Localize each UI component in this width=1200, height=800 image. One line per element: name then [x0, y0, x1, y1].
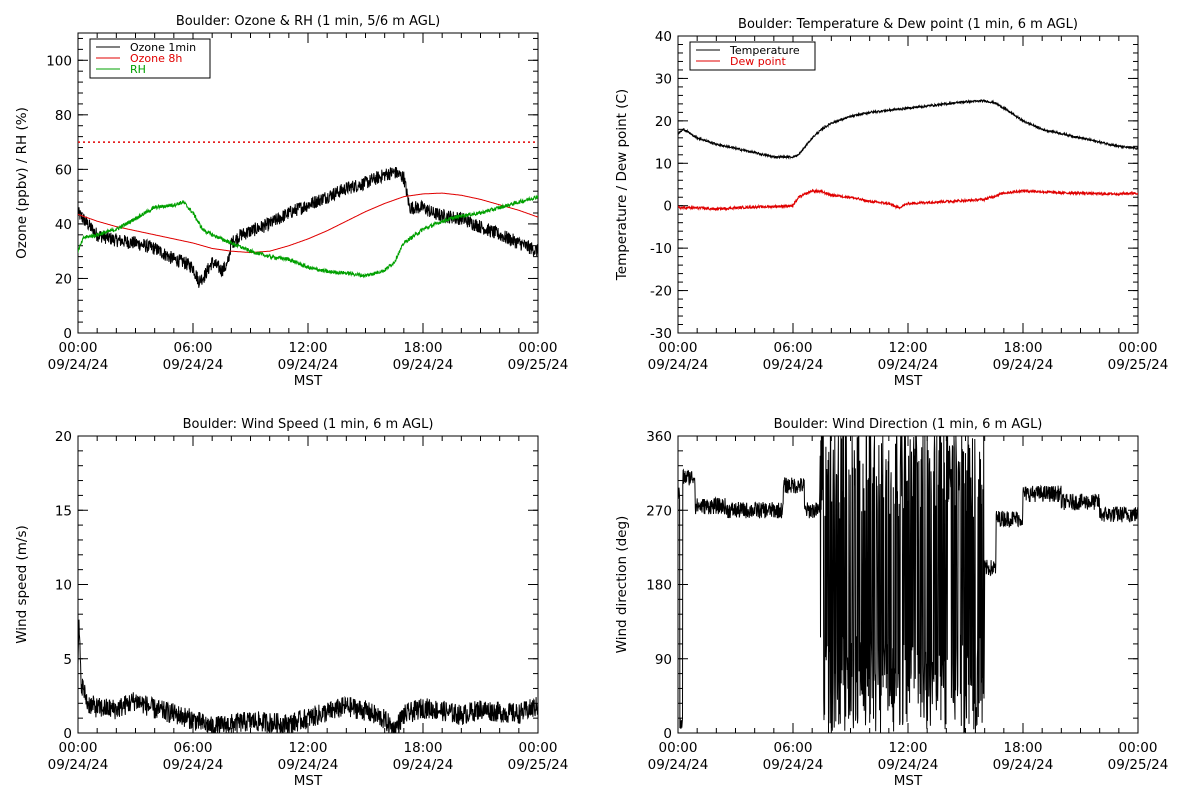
wind-speed-title: Boulder: Wind Speed (1 min, 6 m AGL): [183, 417, 434, 432]
temp-dew-ytick-label: -20: [650, 284, 672, 300]
temp-dew-xtick-date: 09/24/24: [993, 357, 1054, 373]
ozone-rh-xtick-label: 00:00: [59, 340, 98, 356]
wind-dir-xtick-date: 09/25/24: [1108, 757, 1169, 773]
temp-dew-ytick-label: 40: [655, 29, 672, 45]
wind-speed-xtick-date: 09/24/24: [163, 757, 224, 773]
temp-dew-xtick-label: 12:00: [889, 340, 928, 356]
wind-speed-xtick-date: 09/24/24: [393, 757, 454, 773]
wind-dir-xtick-date: 09/24/24: [648, 757, 709, 773]
temp-dew-dew-point-line: [678, 188, 1138, 212]
ozone-rh-ytick-label: 40: [55, 217, 72, 233]
wind-speed-xtick-label: 18:00: [404, 740, 443, 756]
wind-dir-ytick-label: 90: [655, 652, 672, 668]
temp-dew-ytick-label: 0: [663, 199, 672, 215]
ozone-rh-ozone-1min-line: [78, 166, 538, 288]
wind-dir-xtick-date: 09/24/24: [878, 757, 939, 773]
ozone-rh-legend-label: Ozone 8h: [130, 52, 182, 65]
wind-speed-xtick-label: 06:00: [174, 740, 213, 756]
temp-dew-xtick-date: 09/24/24: [878, 357, 939, 373]
wind-speed-axes-frame: [77, 435, 539, 734]
wind-dir-ytick-label: 0: [663, 726, 672, 742]
wind-dir-ylabel: Wind direction (deg): [614, 516, 630, 654]
wind-dir-xtick-date: 09/24/24: [993, 757, 1054, 773]
wind-speed-xlabel: MST: [294, 773, 323, 789]
wind-speed-ytick-label: 20: [55, 429, 72, 445]
wind-speed-xtick-label: 00:00: [519, 740, 558, 756]
wind-speed-ytick-label: 5: [63, 652, 72, 668]
wind-speed-series-line: [78, 619, 538, 733]
wind-dir-xtick-date: 09/24/24: [763, 757, 824, 773]
wind-dir-ytick-label: 270: [646, 503, 672, 519]
wind-speed-xtick-label: 12:00: [289, 740, 328, 756]
temp-dew-xtick-date: 09/25/24: [1108, 357, 1169, 373]
wind-dir-title: Boulder: Wind Direction (1 min, 6 m AGL): [774, 417, 1043, 432]
temp-dew-xtick-date: 09/24/24: [648, 357, 709, 373]
ozone-rh-ylabel: Ozone (ppbv) / RH (%): [14, 107, 30, 259]
temp-dew-ylabel: Temperature / Dew point (C): [614, 89, 630, 281]
ozone-rh-legend-label: Ozone 1min: [130, 41, 196, 54]
ozone-rh-xtick-label: 18:00: [404, 340, 443, 356]
wind-dir-series-line: [678, 436, 1138, 733]
ozone-rh-title: Boulder: Ozone & RH (1 min, 5/6 m AGL): [176, 14, 440, 29]
wind-dir-xtick-label: 18:00: [1004, 740, 1043, 756]
temp-dew-ytick-label: -30: [650, 326, 672, 342]
temp-dew-ytick-label: -10: [650, 241, 672, 257]
wind-speed-ylabel: Wind speed (m/s): [14, 525, 30, 644]
ozone-rh-xlabel: MST: [294, 373, 323, 389]
ozone-rh-ytick-label: 60: [55, 162, 72, 178]
ozone-rh-ytick-label: 100: [46, 53, 72, 69]
ozone-rh-xtick-date: 09/24/24: [48, 357, 109, 373]
ozone-rh-xtick-date: 09/24/24: [163, 357, 224, 373]
ozone-rh-panel: Boulder: Ozone & RH (1 min, 5/6 m AGL)00…: [14, 14, 568, 389]
ozone-rh-legend-label: RH: [130, 63, 146, 76]
wind-dir-xtick-label: 00:00: [1119, 740, 1158, 756]
wind-dir-ytick-label: 180: [646, 578, 672, 594]
temp-dew-xtick-label: 18:00: [1004, 340, 1043, 356]
wind-dir-xtick-label: 06:00: [774, 740, 813, 756]
ozone-rh-xtick-label: 12:00: [289, 340, 328, 356]
ozone-rh-xtick-label: 06:00: [174, 340, 213, 356]
wind-speed-xtick-label: 00:00: [59, 740, 98, 756]
temp-dew-axes-frame: [677, 35, 1139, 334]
ozone-rh-ozone-8h-line: [78, 192, 538, 253]
wind-speed-ytick-label: 0: [63, 726, 72, 742]
ozone-rh-ytick-label: 0: [63, 326, 72, 342]
ozone-rh-rh-line: [78, 194, 538, 279]
ozone-rh-xtick-label: 00:00: [519, 340, 558, 356]
temp-dew-panel: Boulder: Temperature & Dew point (1 min,…: [614, 17, 1168, 389]
wind-dir-ytick-label: 360: [646, 429, 672, 445]
temp-dew-legend-box: [689, 41, 816, 71]
wind-speed-ytick-label: 15: [55, 503, 72, 519]
wind-speed-panel: Boulder: Wind Speed (1 min, 6 m AGL) 00:0…: [14, 417, 568, 789]
temp-dew-xtick-date: 09/24/24: [763, 357, 824, 373]
temp-dew-ytick-label: 10: [655, 156, 672, 172]
temp-dew-legend-label: Dew point: [730, 55, 786, 68]
wind-dir-xtick-label: 00:00: [659, 740, 698, 756]
wind-speed-xtick-date: 09/25/24: [508, 757, 569, 773]
wind-speed-ytick-label: 10: [55, 578, 72, 594]
ozone-rh-ytick-label: 20: [55, 271, 72, 287]
temp-dew-xtick-label: 00:00: [659, 340, 698, 356]
ozone-rh-xtick-date: 09/25/24: [508, 357, 569, 373]
temp-dew-xtick-label: 00:00: [1119, 340, 1158, 356]
ozone-rh-xtick-date: 09/24/24: [393, 357, 454, 373]
temp-dew-ytick-label: 30: [655, 71, 672, 87]
temp-dew-ytick-label: 20: [655, 114, 672, 130]
ozone-rh-xtick-date: 09/24/24: [278, 357, 339, 373]
wind-dir-xtick-label: 12:00: [889, 740, 928, 756]
temp-dew-xlabel: MST: [894, 373, 923, 389]
temp-dew-temperature-line: [678, 98, 1138, 160]
temp-dew-xtick-label: 06:00: [774, 340, 813, 356]
temp-dew-title: Boulder: Temperature & Dew point (1 min,…: [738, 17, 1078, 32]
ozone-rh-ytick-label: 80: [55, 108, 72, 124]
wind-speed-xtick-date: 09/24/24: [48, 757, 109, 773]
wind-dir-xlabel: MST: [894, 773, 923, 789]
temp-dew-legend-label: Temperature: [729, 44, 800, 57]
wind-speed-xtick-date: 09/24/24: [278, 757, 339, 773]
wind-dir-panel: Boulder: Wind Direction (1 min, 6 m AGL)…: [614, 417, 1168, 789]
